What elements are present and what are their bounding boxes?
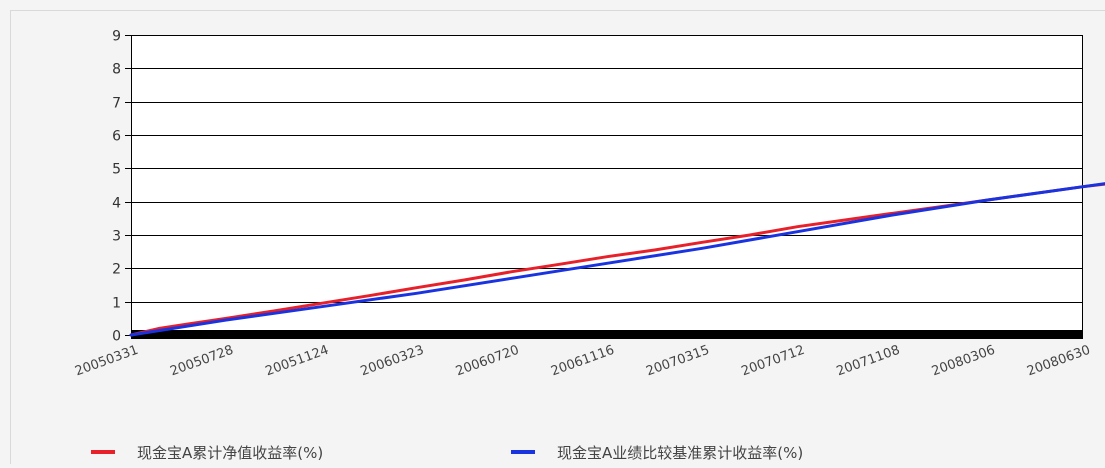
y-tick-label: 8 [112, 62, 121, 78]
x-tick-label: 20061116 [549, 343, 616, 380]
y-tick-label: 9 [112, 29, 121, 45]
chart-panel: 0 1 2 3 4 5 6 7 8 9 20050331 20050728 20051124 20060… [10, 10, 1105, 464]
line-chart: 0 1 2 3 4 5 6 7 8 9 20050331 20050728 20051124 20060… [73, 29, 1105, 462]
y-tick-label: 7 [112, 96, 121, 112]
y-tick-label: 5 [112, 162, 121, 178]
series-line-net-value-return [129, 182, 1105, 337]
y-tick-label: 4 [112, 196, 121, 212]
legend-label: 现金宝A累计净值收益率(%) [137, 444, 323, 462]
x-tick-label: 20080630 [1025, 343, 1092, 380]
x-tick-label: 20080306 [930, 343, 997, 380]
x-tick-label: 20050331 [73, 343, 140, 380]
x-tick-label: 20060323 [359, 343, 426, 380]
x-tick-label: 20070712 [739, 343, 806, 380]
x-tick-label: 20071108 [835, 343, 902, 380]
y-tick-label: 2 [112, 262, 121, 278]
grid-lines [131, 35, 1083, 336]
x-axis-baseline [131, 330, 1083, 339]
legend-label: 现金宝A业绩比较基准累计收益率(%) [557, 444, 803, 462]
y-tick-label: 1 [112, 296, 121, 312]
y-tick-label: 0 [112, 329, 121, 345]
series-lines [129, 182, 1105, 337]
series-line-benchmark-return [129, 182, 1105, 337]
y-axis-ticks: 0 1 2 3 4 5 6 7 8 9 [112, 29, 131, 345]
x-tick-label: 20060720 [454, 343, 521, 380]
plot-area [131, 35, 1083, 333]
x-axis-ticks: 20050331 20050728 20051124 20060323 20060720… [73, 343, 1092, 380]
x-tick-label: 20051124 [263, 343, 330, 380]
x-tick-label: 20070315 [644, 343, 711, 380]
legend: 现金宝A累计净值收益率(%) 现金宝A业绩比较基准累计收益率(%) [91, 444, 803, 462]
y-tick-label: 6 [112, 129, 121, 145]
x-tick-label: 20050728 [168, 343, 235, 380]
y-tick-label: 3 [112, 229, 121, 245]
